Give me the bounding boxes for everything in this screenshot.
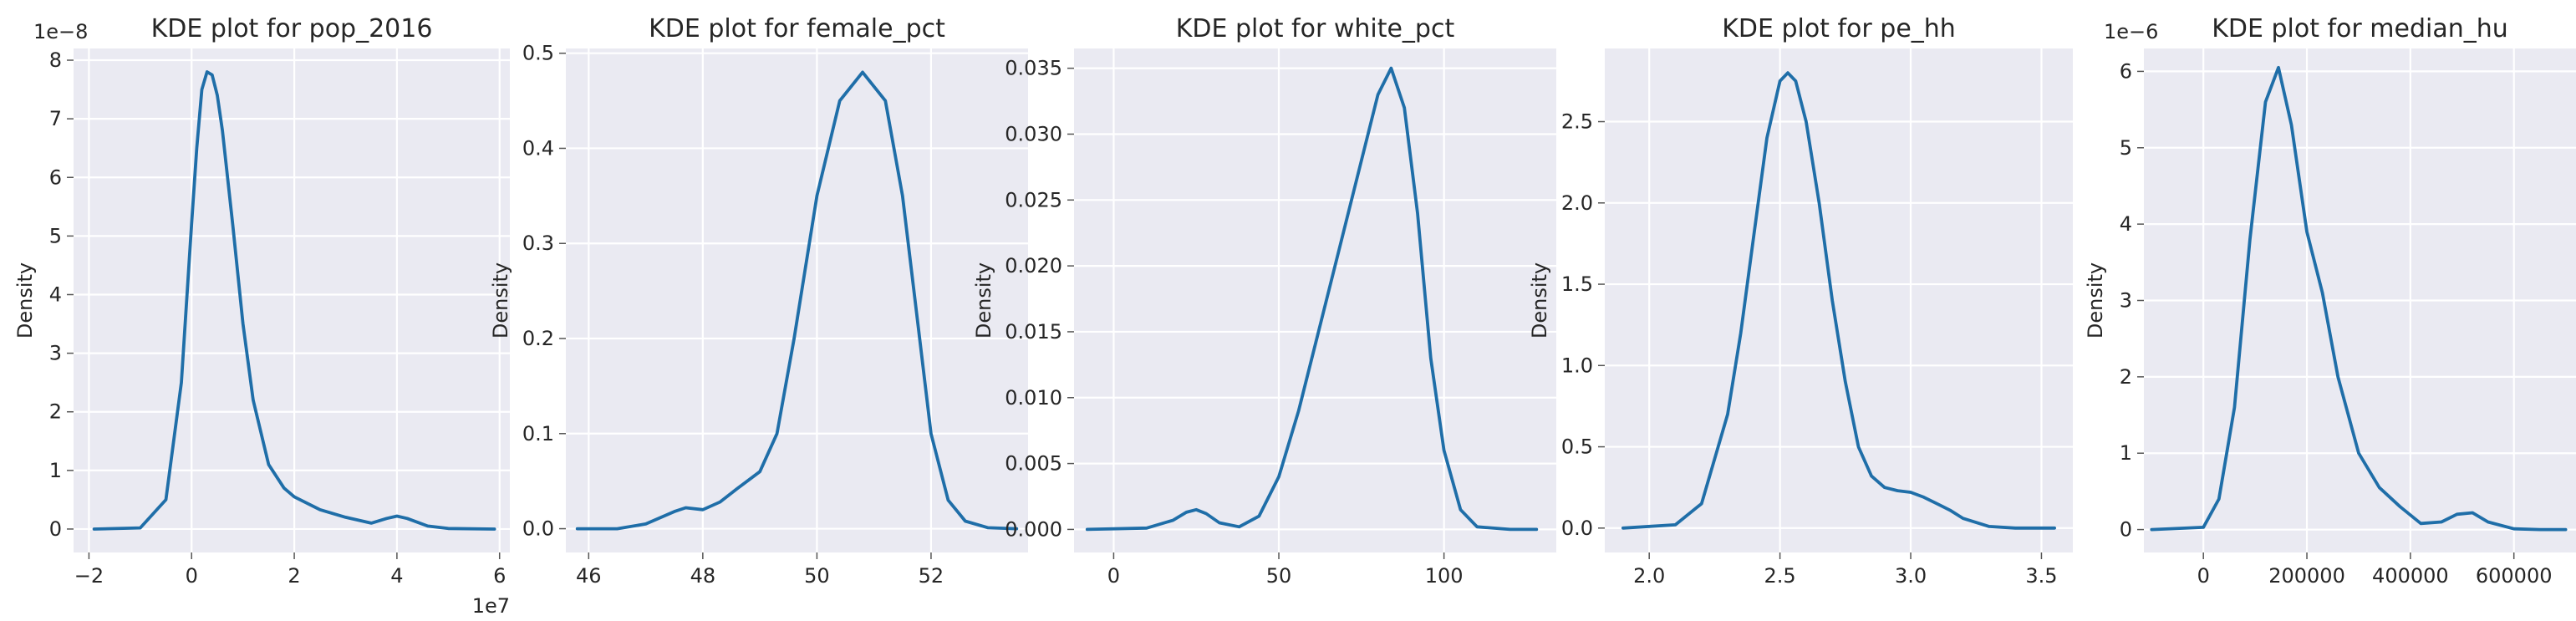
y-tick-label: 2 xyxy=(2120,365,2132,389)
kde-line xyxy=(2150,65,2568,532)
y-tick-label: 1.5 xyxy=(1561,272,1593,296)
kde-line xyxy=(575,70,1019,531)
y-tick-label: 0.1 xyxy=(522,422,554,445)
chart-panel: −2 0 2 4 6 0 1 2 3 4 5 6 7 8 KDE plot for pop_2016 Dens… xyxy=(13,14,510,618)
kde-line xyxy=(1085,66,1539,532)
y-offset-label: 1e−8 xyxy=(33,20,88,43)
y-tick-label: 1 xyxy=(49,459,62,482)
y-axis-label: Density xyxy=(2084,262,2107,338)
y-axis-label: Density xyxy=(972,262,995,338)
x-tick-label: 0 xyxy=(186,564,198,588)
y-tick-label: 0.3 xyxy=(522,232,554,255)
x-tick-label: 100 xyxy=(1425,564,1464,588)
chart-panel: 0 200000 400000 600000 0 1 2 3 4 5 6 KDE plot for m… xyxy=(2084,14,2576,588)
y-tick-label: 6 xyxy=(49,165,62,189)
y-offset-label: 1e−6 xyxy=(2104,20,2158,43)
y-tick-label: 1.0 xyxy=(1561,354,1593,377)
chart-panel: 2.0 2.5 3.0 3.5 0.0 0.5 1.0 1.5 2.0 2.5 KDE plot f… xyxy=(1528,14,2073,588)
y-tick-label: 0.030 xyxy=(1005,122,1062,145)
x-tick-label: 3.0 xyxy=(1895,564,1927,588)
chart-title: KDE plot for median_hu xyxy=(2212,14,2508,43)
y-tick-label: 0 xyxy=(49,517,62,541)
x-tick-label: 2 xyxy=(288,564,300,588)
kde-line xyxy=(1621,71,2056,530)
y-tick-label: 0.005 xyxy=(1005,452,1062,476)
chart-title: KDE plot for white_pct xyxy=(1176,14,1455,43)
x-tick-label: 4 xyxy=(390,564,403,588)
x-tick-label: 0 xyxy=(2197,564,2210,588)
x-tick-label: 600000 xyxy=(2476,564,2553,588)
chart-panel: 46 48 50 52 0.0 0.1 0.2 0.3 0.4 0.5 KDE plot for f… xyxy=(489,14,1028,588)
y-axis-label: Density xyxy=(13,262,37,338)
y-tick-label: 0.2 xyxy=(522,327,554,350)
x-tick-label: 0 xyxy=(1107,564,1120,588)
y-tick-label: 0.035 xyxy=(1005,57,1062,80)
y-axis-label: Density xyxy=(1528,262,1551,338)
y-tick-label: 2.0 xyxy=(1561,191,1593,215)
y-tick-label: 5 xyxy=(2120,136,2132,160)
y-axis-label: Density xyxy=(489,262,512,338)
y-tick-label: 2 xyxy=(49,400,62,424)
kde-line xyxy=(92,70,496,531)
x-tick-label: 46 xyxy=(576,564,602,588)
y-tick-label: 8 xyxy=(49,48,62,72)
chart-title: KDE plot for female_pct xyxy=(649,14,945,43)
y-tick-label: 0.0 xyxy=(522,517,554,541)
plot-area xyxy=(1605,48,2073,552)
y-tick-label: 0.025 xyxy=(1005,188,1062,211)
y-tick-label: 0 xyxy=(2120,518,2132,542)
plot-area xyxy=(74,48,510,552)
y-tick-label: 0.5 xyxy=(1561,435,1593,459)
y-tick-label: 1 xyxy=(2120,441,2132,465)
y-tick-label: 3 xyxy=(49,342,62,365)
x-tick-label: 50 xyxy=(804,564,830,588)
y-tick-label: 2.5 xyxy=(1561,110,1593,134)
x-tick-label: 52 xyxy=(919,564,944,588)
y-tick-label: 0.5 xyxy=(522,42,554,65)
y-tick-label: 5 xyxy=(49,224,62,247)
y-tick-label: 4 xyxy=(49,283,62,306)
plot-area xyxy=(566,48,1028,552)
chart-panel: 0 50 100 0.000 0.005 0.010 0.015 0.020 0.025 0.03… xyxy=(972,14,1556,588)
y-tick-label: 0.015 xyxy=(1005,320,1062,344)
y-tick-label: 0.000 xyxy=(1005,517,1062,541)
chart-title: KDE plot for pe_hh xyxy=(1722,14,1956,43)
plot-area xyxy=(1074,48,1556,552)
y-tick-label: 0.4 xyxy=(522,136,554,160)
chart-title: KDE plot for pop_2016 xyxy=(151,14,433,43)
y-tick-label: 0.020 xyxy=(1005,254,1062,277)
x-tick-label: 200000 xyxy=(2268,564,2345,588)
y-tick-label: 6 xyxy=(2120,59,2132,83)
x-tick-label: 2.0 xyxy=(1633,564,1665,588)
y-tick-label: 4 xyxy=(2120,212,2132,236)
y-tick-label: 0.0 xyxy=(1561,517,1593,540)
x-tick-label: 2.5 xyxy=(1764,564,1796,588)
x-tick-label: 3.5 xyxy=(2025,564,2057,588)
y-tick-label: 0.010 xyxy=(1005,386,1062,410)
x-offset-label: 1e7 xyxy=(472,594,510,618)
x-tick-label: 400000 xyxy=(2372,564,2449,588)
y-tick-label: 7 xyxy=(49,107,62,130)
x-tick-label: 50 xyxy=(1266,564,1292,588)
y-tick-label: 3 xyxy=(2120,289,2132,313)
x-tick-label: −2 xyxy=(74,564,104,588)
x-tick-label: 6 xyxy=(493,564,506,588)
x-tick-label: 48 xyxy=(690,564,716,588)
